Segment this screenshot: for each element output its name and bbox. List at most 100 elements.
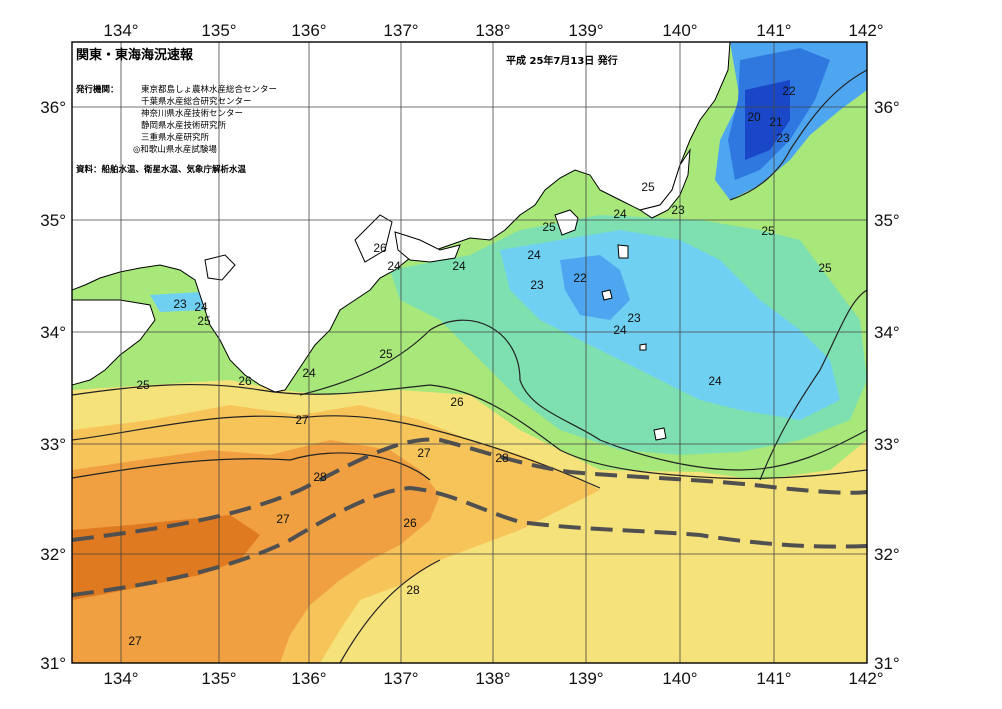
iso-label: 26 — [238, 374, 252, 388]
kuroshio-axis-south — [72, 485, 867, 597]
land-miyake — [601, 289, 613, 301]
kuroshio-axis — [72, 437, 867, 597]
field-28 — [72, 440, 440, 663]
land-shikoku — [72, 299, 156, 386]
iso-label: 23 — [530, 278, 544, 292]
iso-label: 24 — [613, 323, 627, 337]
land-aogashima — [653, 427, 667, 441]
publisher-item: 東京都島しょ農林水産総合センター — [141, 84, 277, 95]
lat-label-right: 32° — [874, 545, 900, 564]
land-awaji — [204, 254, 236, 281]
iso-label: 20 — [747, 110, 761, 124]
lon-label-bottom: 140° — [662, 669, 697, 688]
publisher-item: 三重県水産研究所 — [141, 132, 210, 143]
iso-label: 24 — [194, 300, 208, 314]
lat-label-left: 32° — [40, 545, 66, 564]
iso-label: 25 — [136, 378, 150, 392]
lat-label-left: 34° — [40, 323, 66, 342]
lat-labels-right: 36° 35° 34° 33° 32° 31° — [874, 98, 900, 673]
iso-label: 28 — [313, 470, 327, 484]
publishers-block: 発行機関： 東京都島しょ農林水産総合センター 千葉県水産総合研究センター 神奈川… — [75, 84, 277, 175]
publishers-label: 発行機関： — [75, 84, 119, 95]
lat-label-left: 33° — [40, 435, 66, 454]
isotherm-labels: 22 20 21 23 25 23 24 25 25 24 24 26 24 2… — [128, 84, 832, 648]
isotherm-23-ne — [729, 69, 867, 201]
lat-labels-left: 36° 35° 34° 33° 32° 31° — [40, 98, 66, 673]
publisher-item: 神奈川県水産技術センター — [141, 108, 243, 119]
lat-label-left: 31° — [40, 654, 66, 673]
iso-label: 24 — [708, 374, 722, 388]
iso-label: 23 — [776, 131, 790, 145]
lon-label-bottom: 138° — [475, 669, 510, 688]
land-atsumi — [394, 231, 461, 263]
isotherm-27b — [339, 559, 441, 663]
iso-label: 27 — [128, 634, 142, 648]
lon-label-bottom: 134° — [103, 669, 138, 688]
iso-label: 24 — [452, 259, 466, 273]
isotherms — [72, 69, 867, 663]
iso-label: 25 — [542, 220, 556, 234]
iso-label: 23 — [627, 311, 641, 325]
lon-labels-top: 134° 135° 136° 137° 138° 139° 140° 141° … — [103, 21, 883, 40]
graticule — [72, 42, 867, 663]
lat-label-left: 36° — [40, 98, 66, 117]
land-hachijo — [639, 343, 647, 351]
issue-date: 平成 25年7月13日 発行 — [506, 54, 618, 67]
lon-label-top: 135° — [201, 21, 236, 40]
isotherm-27 — [72, 415, 601, 489]
lat-label-right: 31° — [874, 654, 900, 673]
lon-label-top: 141° — [756, 21, 791, 40]
isotherm-28 — [72, 452, 431, 481]
iso-label: 24 — [613, 207, 627, 221]
lon-label-top: 142° — [848, 21, 883, 40]
iso-label: 27 — [417, 446, 431, 460]
field-29 — [72, 515, 260, 600]
lon-label-bottom: 141° — [756, 669, 791, 688]
map-title: 関東・東海海況速報 — [76, 47, 194, 63]
lon-label-bottom: 137° — [383, 669, 418, 688]
iso-label: 26 — [373, 241, 387, 255]
iso-label: 24 — [387, 259, 401, 273]
land-chita — [354, 214, 393, 263]
map-frame — [71, 41, 868, 664]
iso-label: 26 — [403, 516, 417, 530]
iso-label: 22 — [573, 271, 587, 285]
lon-label-bottom: 142° — [848, 669, 883, 688]
field-20 — [745, 80, 790, 160]
lat-label-right: 33° — [874, 435, 900, 454]
iso-label: 23 — [173, 297, 187, 311]
iso-label: 25 — [761, 224, 775, 238]
publisher-item: ◎和歌山県水産試験場 — [133, 144, 217, 155]
field-26-tongue — [370, 580, 460, 663]
publisher-item: 静岡県水産技術研究所 — [141, 120, 227, 131]
land-izu — [554, 209, 579, 236]
lon-label-top: 139° — [568, 21, 603, 40]
lon-label-bottom: 135° — [201, 669, 236, 688]
iso-label: 26 — [450, 395, 464, 409]
iso-label: 24 — [527, 248, 541, 262]
publisher-item: 千葉県水産総合研究センター — [141, 96, 252, 107]
iso-label: 25 — [818, 261, 832, 275]
iso-label: 28 — [495, 451, 509, 465]
iso-label: 25 — [197, 314, 211, 328]
field-23-kii — [150, 292, 205, 312]
kuroshio-axis-north — [72, 437, 867, 542]
isotherm-24 — [759, 289, 867, 481]
iso-label: 25 — [641, 180, 655, 194]
lat-label-left: 35° — [40, 211, 66, 230]
iso-label: 23 — [671, 203, 685, 217]
iso-label: 25 — [379, 347, 393, 361]
lon-label-top: 136° — [291, 21, 326, 40]
iso-label: 22 — [782, 84, 796, 98]
iso-label: 28 — [406, 583, 420, 597]
lon-label-bottom: 136° — [291, 669, 326, 688]
land-oshima — [617, 244, 629, 259]
lat-label-right: 36° — [874, 98, 900, 117]
lon-labels-bottom: 134° 135° 136° 137° 138° 139° 140° 141° … — [103, 669, 883, 688]
iso-label: 24 — [302, 366, 316, 380]
field-22-izu — [560, 255, 630, 320]
iso-label: 27 — [295, 413, 309, 427]
lon-label-top: 138° — [475, 21, 510, 40]
